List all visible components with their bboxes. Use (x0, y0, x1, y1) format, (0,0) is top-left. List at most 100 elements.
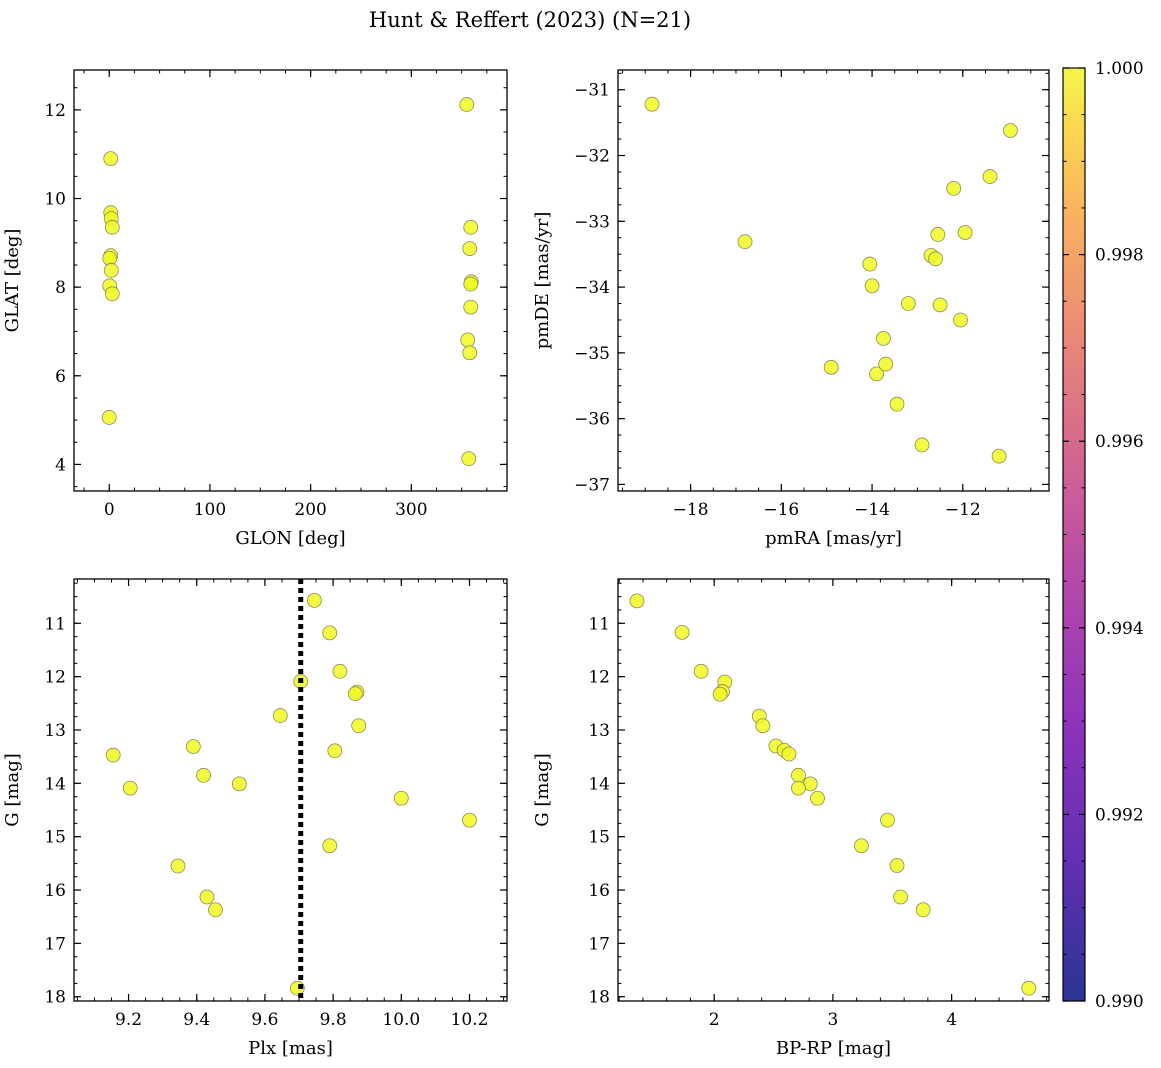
x-tick-label: 0 (104, 500, 115, 520)
y-tick-label: 15 (44, 828, 66, 848)
colorbar: 0.990 0.992 0.994 0.996 0.998 1.000 (1062, 59, 1144, 1012)
x-tick-label: 9.4 (183, 1010, 210, 1030)
scatter-point (755, 718, 771, 734)
scatter-point (893, 889, 908, 905)
x-tick-label: −18 (673, 500, 709, 520)
scatter-point (103, 151, 119, 167)
scatter-point (461, 451, 477, 467)
scatter-point (105, 747, 121, 763)
scatter-point (889, 858, 905, 873)
scatter-point (208, 902, 223, 918)
scatter-point (810, 790, 825, 806)
scatter-point (322, 625, 338, 641)
y-tick-label: 17 (588, 934, 610, 954)
colorbar-tick-label: 0.998 (1095, 246, 1144, 266)
y-axis-label: GLAT [deg] (2, 229, 23, 333)
y-tick-label: 12 (44, 101, 66, 121)
scatter-point (272, 708, 288, 723)
colorbar-tick-label: 0.992 (1095, 805, 1144, 825)
y-tick-label: 18 (44, 988, 66, 1008)
y-tick-label: 14 (588, 774, 610, 794)
x-tick-label: −12 (945, 500, 981, 520)
x-axis-label: GLON [deg] (235, 528, 345, 549)
y-tick-label: 4 (55, 455, 66, 475)
scatter-point (928, 251, 943, 267)
plot-frame (73, 578, 508, 1002)
scatter-point (876, 330, 891, 346)
colorbar-tick-label: 0.996 (1095, 432, 1144, 452)
scatter-point (878, 356, 894, 372)
figure-title: Hunt & Reffert (2023) (N=21) (369, 8, 691, 32)
x-axis-label: pmRA [mas/yr] (765, 528, 902, 549)
panel-bprp-g: 2 3 4 11 12 13 14 15 16 17 18 BP-RP [mag] G [mag] (532, 578, 1050, 1059)
scatter-point (101, 410, 117, 425)
scatter-point (946, 181, 962, 196)
scatter-point (674, 624, 690, 640)
scatter-point (823, 359, 839, 375)
scatter-point (459, 97, 475, 112)
scatter-point (982, 169, 998, 184)
y-tick-label: 11 (44, 614, 66, 634)
scatter-point (880, 812, 895, 828)
scatter-point (104, 219, 120, 235)
scatter-point (199, 889, 215, 905)
plot-frame (73, 69, 508, 492)
x-axis-label: Plx [mas] (248, 1038, 333, 1059)
y-tick-label: −32 (574, 147, 610, 167)
colorbar-tick-label: 1.000 (1095, 59, 1144, 79)
scatter-point (231, 776, 247, 792)
scatter-point (737, 234, 753, 250)
y-tick-label: 13 (44, 721, 66, 741)
x-tick-label: −16 (763, 500, 799, 520)
y-tick-label: −33 (574, 212, 610, 232)
scatter-point (393, 790, 409, 806)
x-tick-label: 300 (395, 500, 427, 520)
scatter-point (791, 767, 806, 783)
scatter-point (462, 812, 477, 828)
x-tick-label: 9.6 (251, 1010, 278, 1030)
x-tick-label: 3 (827, 1010, 838, 1030)
y-tick-label: 12 (44, 668, 66, 688)
y-tick-label: 11 (588, 614, 610, 634)
scatter-point (196, 767, 211, 783)
y-tick-label: 10 (44, 190, 66, 210)
y-tick-label: 15 (588, 828, 610, 848)
scatter-point (854, 838, 869, 854)
x-tick-label: 10.2 (451, 1010, 489, 1030)
y-tick-label: 8 (55, 278, 66, 298)
scatter-point (322, 838, 338, 854)
scatter-point (791, 780, 806, 796)
panel-pmra-pmde: −18 −16 −14 −12 −31 −32 −33 −34 −35 −36 −37 pmRA [m… (532, 69, 1050, 549)
colorbar-tick-label: 0.994 (1095, 619, 1144, 639)
x-axis-label: BP-RP [mag] (776, 1038, 891, 1059)
x-tick-label: 10.0 (382, 1010, 420, 1030)
x-tick-label: −14 (854, 500, 890, 520)
scatter-point (463, 299, 479, 315)
scatter-point (1003, 123, 1018, 138)
scatter-point (781, 746, 797, 762)
y-tick-label: 6 (55, 367, 66, 387)
y-tick-label: 14 (44, 774, 66, 794)
scatter-point (170, 858, 186, 874)
scatter-point (332, 663, 348, 679)
y-tick-label: −37 (574, 475, 610, 495)
y-tick-label: −31 (574, 81, 610, 101)
y-tick-label: 16 (588, 881, 610, 901)
x-tick-label: 9.8 (320, 1010, 347, 1030)
scatter-point (712, 686, 728, 702)
scatter-point (644, 96, 660, 112)
scatter-point (104, 286, 120, 302)
scatter-point (327, 743, 343, 759)
y-tick-label: 17 (44, 934, 66, 954)
scatter-point (306, 592, 322, 608)
scatter-point (185, 739, 201, 754)
scatter-point (462, 345, 478, 361)
scatter-point (953, 312, 968, 328)
scatter-point (462, 241, 478, 256)
scatter-point (932, 297, 948, 313)
y-axis-label: G [mag] (532, 753, 553, 826)
plot-frame (617, 578, 1050, 1002)
panel-glon-glat: 0 100 200 300 4 6 8 10 12 GLON [deg] GLAT [deg] (2, 69, 508, 549)
panel-plx-g: 9.2 9.4 9.6 9.8 10.0 10.2 11 12 13 14 15 16 17 18 Plx … (2, 578, 508, 1059)
